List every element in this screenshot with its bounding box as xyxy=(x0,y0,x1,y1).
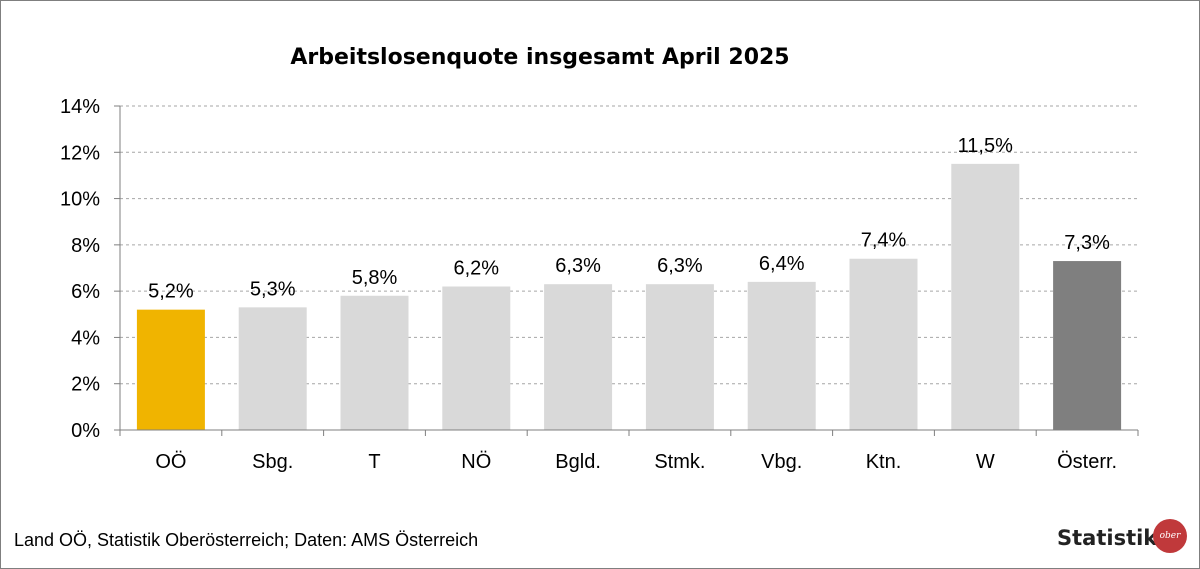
data-label: 6,3% xyxy=(657,255,703,277)
data-label: 7,3% xyxy=(1064,232,1110,254)
y-tick-label: 4% xyxy=(71,327,100,349)
bars xyxy=(136,163,1122,430)
bar xyxy=(951,163,1020,430)
data-label: 6,4% xyxy=(759,253,805,275)
x-axis: OÖ Sbg. T NÖ Bgld. Stmk. Vbg. Ktn. W Österr. xyxy=(119,429,1139,473)
x-tick-label: Ktn. xyxy=(866,451,902,473)
data-label: 5,8% xyxy=(352,267,398,289)
x-tick-label: NÖ xyxy=(461,451,491,473)
x-tick-label: OÖ xyxy=(155,451,186,473)
bar xyxy=(442,286,511,430)
y-axis: 0% 2% 4% 6% 8% 10% 12% 14% xyxy=(60,96,121,442)
bar xyxy=(238,307,307,430)
bar xyxy=(849,258,918,430)
data-label: 6,2% xyxy=(454,258,500,280)
bar xyxy=(1053,261,1122,430)
x-tick-label: W xyxy=(976,451,995,473)
data-label: 7,4% xyxy=(861,230,907,252)
x-tick-label: Stmk. xyxy=(654,451,705,473)
statistik-logo: ober xyxy=(1153,519,1187,553)
x-tick-label: Sbg. xyxy=(252,451,293,473)
x-tick-label: Bgld. xyxy=(555,451,601,473)
x-tick-label: Österr. xyxy=(1057,451,1117,473)
data-label: 11,5% xyxy=(958,135,1013,157)
data-label: 5,3% xyxy=(250,278,296,300)
x-tick-label: T xyxy=(368,451,380,473)
x-tick-label: Vbg. xyxy=(761,451,802,473)
y-tick-label: 10% xyxy=(60,189,100,211)
data-label: 5,2% xyxy=(148,281,194,303)
bar xyxy=(340,295,409,430)
y-tick-label: 14% xyxy=(60,96,100,118)
bar xyxy=(544,284,613,430)
bar xyxy=(136,309,205,430)
bar xyxy=(747,281,816,430)
source-note: Land OÖ, Statistik Oberösterreich; Daten… xyxy=(14,530,479,550)
chart-title: Arbeitslosenquote insgesamt April 2025 xyxy=(290,45,789,70)
bar xyxy=(645,284,714,430)
y-tick-label: 6% xyxy=(71,281,100,303)
y-tick-label: 2% xyxy=(71,374,100,396)
data-labels: 5,2% 5,3% 5,8% 6,2% 6,3% 6,3% 6,4% 7,4% 11,5% 7,3… xyxy=(148,135,1110,303)
y-tick-label: 12% xyxy=(60,142,100,164)
y-tick-label: 8% xyxy=(71,235,100,257)
y-tick-label: 0% xyxy=(71,420,100,442)
data-label: 6,3% xyxy=(555,255,601,277)
brand-name: Statistik xyxy=(1057,526,1158,550)
